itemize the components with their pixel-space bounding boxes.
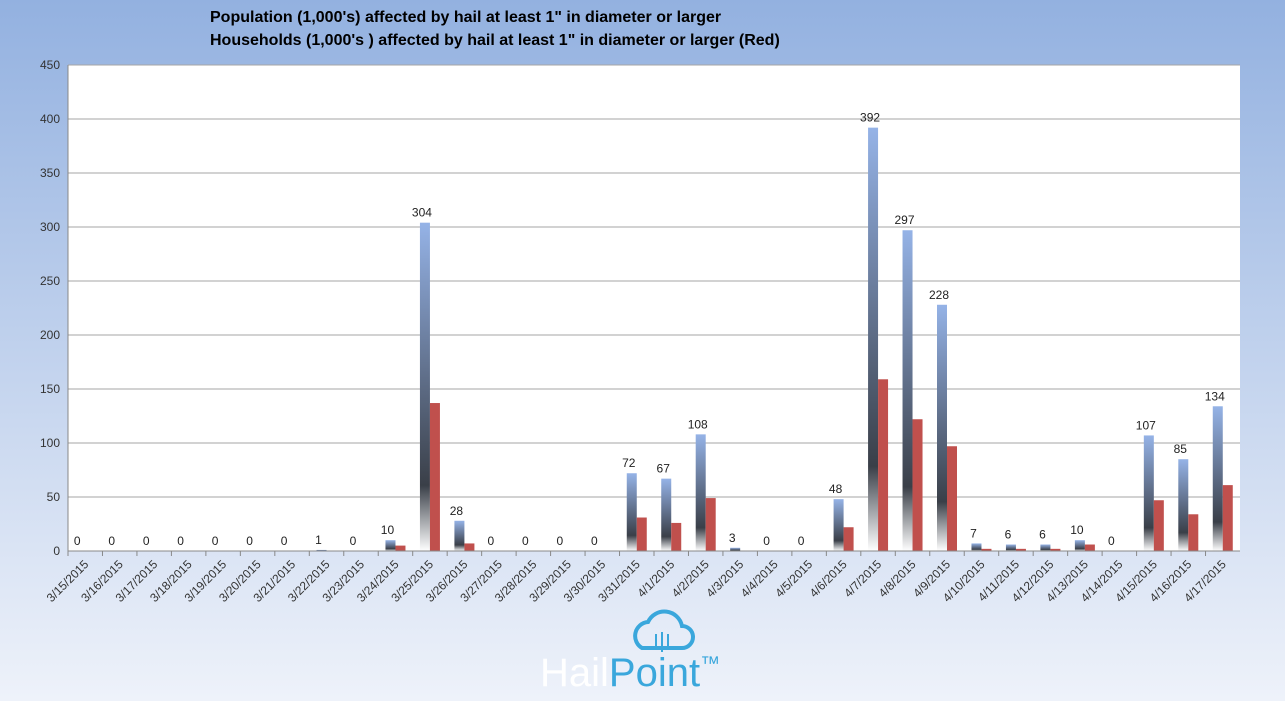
bar bbox=[947, 446, 957, 551]
bar bbox=[833, 499, 844, 551]
data-label: 7 bbox=[970, 526, 977, 540]
data-label: 0 bbox=[556, 534, 563, 548]
y-tick-label: 250 bbox=[40, 274, 60, 288]
data-label: 6 bbox=[1005, 528, 1012, 542]
data-label: 107 bbox=[1136, 418, 1156, 432]
data-label: 72 bbox=[622, 456, 636, 470]
data-label: 297 bbox=[895, 213, 915, 227]
y-tick-label: 450 bbox=[40, 58, 60, 72]
bar bbox=[1212, 406, 1223, 551]
bar bbox=[695, 434, 706, 551]
plot-area bbox=[68, 65, 1240, 551]
bar bbox=[971, 543, 982, 551]
data-label: 3 bbox=[729, 531, 736, 545]
chart-subtitle: Households (1,000's ) affected by hail a… bbox=[210, 32, 780, 49]
data-label: 0 bbox=[143, 534, 150, 548]
logo-cloud bbox=[633, 609, 695, 650]
bar bbox=[636, 517, 647, 551]
y-tick-label: 50 bbox=[47, 490, 61, 504]
bar bbox=[1084, 544, 1095, 551]
y-tick-label: 0 bbox=[53, 544, 60, 558]
data-label: 48 bbox=[829, 482, 843, 496]
y-tick-label: 100 bbox=[40, 436, 60, 450]
bar bbox=[705, 498, 716, 551]
bar bbox=[316, 549, 327, 551]
data-label: 0 bbox=[591, 534, 598, 548]
data-label: 0 bbox=[246, 534, 253, 548]
data-label: 0 bbox=[350, 534, 357, 548]
bar bbox=[868, 127, 879, 551]
bar bbox=[981, 548, 992, 551]
data-label: 304 bbox=[412, 206, 432, 220]
y-tick-label: 300 bbox=[40, 220, 60, 234]
y-tick-label: 400 bbox=[40, 112, 60, 126]
bar bbox=[843, 527, 854, 551]
bar bbox=[1074, 540, 1085, 551]
data-label: 392 bbox=[860, 111, 880, 125]
data-label: 228 bbox=[929, 288, 949, 302]
bar bbox=[878, 379, 889, 551]
bar bbox=[730, 547, 741, 551]
data-label: 0 bbox=[212, 534, 219, 548]
y-tick-label: 150 bbox=[40, 382, 60, 396]
data-label: 10 bbox=[1070, 523, 1084, 537]
bar bbox=[661, 478, 672, 551]
logo-mark: ™ bbox=[700, 653, 720, 675]
data-label: 0 bbox=[798, 534, 805, 548]
data-label: 0 bbox=[763, 534, 770, 548]
data-label: 85 bbox=[1174, 442, 1188, 456]
bar bbox=[1015, 548, 1026, 551]
bar bbox=[912, 419, 923, 551]
data-label: 0 bbox=[177, 534, 184, 548]
data-label: 1 bbox=[315, 533, 322, 547]
data-label: 0 bbox=[281, 534, 288, 548]
y-tick-label: 200 bbox=[40, 328, 60, 342]
logo-part1: Hail bbox=[540, 651, 609, 695]
bar bbox=[429, 403, 440, 551]
bar bbox=[626, 473, 637, 551]
data-label: 6 bbox=[1039, 528, 1046, 542]
bar bbox=[395, 545, 406, 551]
bar bbox=[1222, 485, 1233, 551]
bar bbox=[419, 222, 430, 551]
logo-part2: Point bbox=[609, 651, 700, 695]
data-label: 0 bbox=[74, 534, 81, 548]
bar bbox=[1040, 544, 1051, 551]
bar bbox=[1143, 435, 1154, 551]
bar bbox=[1178, 459, 1189, 551]
bar bbox=[1153, 500, 1164, 551]
data-label: 0 bbox=[108, 534, 115, 548]
data-label: 0 bbox=[522, 534, 529, 548]
bar bbox=[464, 543, 475, 551]
data-label: 28 bbox=[450, 504, 464, 518]
y-tick-label: 350 bbox=[40, 166, 60, 180]
data-label: 67 bbox=[657, 462, 671, 476]
bar bbox=[385, 540, 396, 551]
chart-title: Population (1,000's) affected by hail at… bbox=[210, 9, 721, 26]
data-label: 108 bbox=[688, 417, 708, 431]
bar bbox=[1188, 514, 1199, 551]
bar bbox=[1005, 544, 1016, 551]
logo-text: HailPoint™ bbox=[540, 651, 720, 695]
data-label: 0 bbox=[1108, 534, 1115, 548]
bar bbox=[454, 520, 465, 551]
bar bbox=[937, 304, 947, 551]
data-label: 134 bbox=[1205, 389, 1225, 403]
logo: HailPoint™ bbox=[540, 609, 720, 695]
data-label: 0 bbox=[488, 534, 495, 548]
bar bbox=[1050, 548, 1061, 551]
data-label: 10 bbox=[381, 523, 395, 537]
bar bbox=[902, 230, 913, 552]
bar bbox=[671, 522, 682, 551]
